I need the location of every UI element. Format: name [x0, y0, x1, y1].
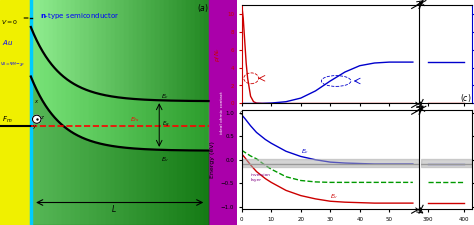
Y-axis label: Energy (eV): Energy (eV) — [210, 141, 215, 178]
Bar — [204, 0, 209, 225]
Bar — [195, 0, 200, 225]
Bar — [62, 0, 66, 225]
Bar — [80, 0, 84, 225]
Bar — [133, 0, 138, 225]
Bar — [0, 0, 31, 225]
X-axis label: $z$ (nm): $z$ (nm) — [319, 122, 341, 131]
Text: $(a)$: $(a)$ — [197, 2, 209, 14]
Bar — [106, 0, 111, 225]
Bar — [209, 0, 237, 225]
Bar — [200, 0, 204, 225]
Bar — [164, 0, 169, 225]
Text: $y$: $y$ — [32, 123, 37, 131]
Text: $x$: $x$ — [34, 99, 40, 106]
Text: $E_c$: $E_c$ — [161, 92, 169, 101]
Bar — [35, 0, 40, 225]
Bar — [40, 0, 45, 225]
Text: $z$: $z$ — [40, 114, 45, 121]
Bar — [128, 0, 133, 225]
Bar — [151, 0, 155, 225]
Bar — [53, 0, 58, 225]
Bar — [137, 0, 142, 225]
Text: $L$: $L$ — [111, 202, 117, 214]
Text: $Au$: $Au$ — [2, 38, 14, 47]
Bar — [142, 0, 146, 225]
Bar — [155, 0, 160, 225]
Circle shape — [32, 115, 41, 123]
Bar — [93, 0, 98, 225]
Text: $E_g$: $E_g$ — [162, 120, 169, 130]
Text: $V=0$: $V=0$ — [1, 18, 18, 27]
Bar — [48, 0, 53, 225]
Bar — [182, 0, 187, 225]
Text: $E_v$: $E_v$ — [161, 155, 170, 164]
Y-axis label: $p/N_c$: $p/N_c$ — [212, 46, 221, 62]
Bar — [173, 0, 178, 225]
Bar — [102, 0, 107, 225]
Bar — [177, 0, 182, 225]
Bar — [186, 0, 191, 225]
Bar — [57, 0, 62, 225]
Text: ideal ohmic contact: ideal ohmic contact — [219, 91, 224, 134]
Bar — [242, 159, 419, 167]
Bar — [146, 0, 151, 225]
Bar — [98, 0, 102, 225]
Text: inversion
layer: inversion layer — [251, 173, 271, 182]
Bar — [169, 0, 173, 225]
Bar — [66, 0, 71, 225]
Bar — [119, 0, 124, 225]
Bar — [191, 0, 195, 225]
Text: $E_{fs}$: $E_{fs}$ — [130, 115, 140, 124]
Bar — [89, 0, 93, 225]
Bar — [84, 0, 89, 225]
Text: $(c)$: $(c)$ — [460, 92, 472, 104]
Bar — [75, 0, 80, 225]
Bar — [421, 159, 472, 167]
Text: $F_m$: $F_m$ — [2, 115, 13, 125]
Bar — [71, 0, 75, 225]
Bar — [44, 0, 49, 225]
Bar — [160, 0, 164, 225]
Bar — [124, 0, 129, 225]
Text: $V_{\rm B}\!=\!\Psi_M\!-\!\chi_c$: $V_{\rm B}\!=\!\Psi_M\!-\!\chi_c$ — [0, 60, 26, 68]
Bar — [115, 0, 120, 225]
Text: $E_v$: $E_v$ — [330, 192, 339, 201]
Text: $E_c$: $E_c$ — [301, 147, 309, 156]
Bar — [31, 0, 36, 225]
Bar — [111, 0, 116, 225]
Text: $\mathbf{n}$-type semiconductor: $\mathbf{n}$-type semiconductor — [40, 11, 119, 21]
